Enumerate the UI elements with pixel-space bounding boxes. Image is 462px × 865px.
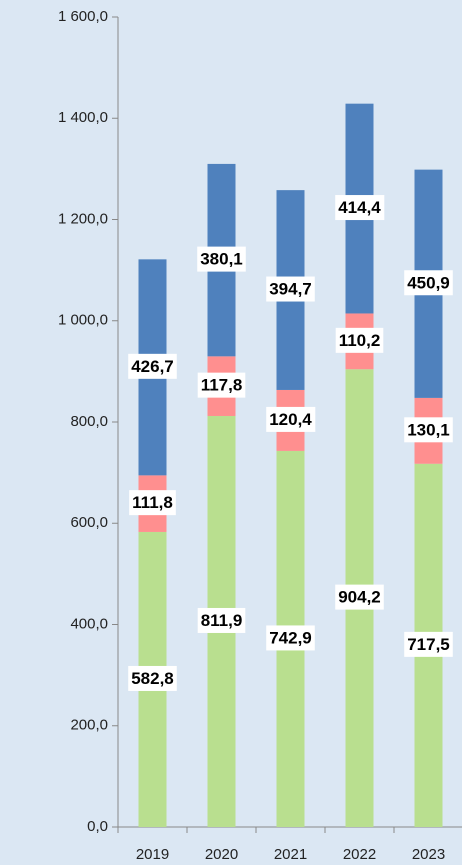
data-label: 394,7 (269, 280, 312, 299)
data-label-bg (404, 270, 453, 296)
data-label-bg (335, 195, 385, 221)
x-tick-label: 2020 (205, 846, 238, 863)
y-tick-label: 0,0 (87, 818, 108, 835)
y-tick-label: 1 200,0 (58, 210, 108, 227)
data-label-bg (335, 584, 384, 610)
data-label-bg (335, 327, 384, 353)
data-label: 904,2 (338, 588, 381, 607)
data-label: 110,2 (339, 331, 381, 350)
data-label-bg (266, 276, 315, 302)
data-label: 130,1 (407, 420, 450, 439)
y-tick-label: 1 600,0 (58, 8, 108, 25)
data-label: 414,4 (338, 198, 381, 217)
data-label-bg (266, 625, 315, 651)
y-tick-label: 200,0 (70, 717, 108, 734)
y-tick-label: 800,0 (70, 413, 108, 430)
data-label: 120,4 (269, 410, 312, 429)
data-label-bg (129, 490, 176, 516)
data-label: 811,9 (201, 611, 243, 630)
y-tick-label: 600,0 (70, 514, 108, 531)
data-label-bg (128, 665, 177, 691)
data-label: 717,5 (407, 635, 450, 654)
data-label: 450,9 (407, 273, 450, 292)
data-label-bg (197, 372, 246, 398)
data-label-bg (404, 417, 453, 443)
x-tick-label: 2021 (274, 846, 307, 863)
data-label-bg (197, 607, 246, 633)
data-label-bg (128, 353, 177, 379)
x-tick-label: 2022 (343, 846, 376, 863)
data-label-bg (266, 406, 316, 432)
data-label: 426,7 (131, 357, 174, 376)
data-label-bg (197, 246, 246, 272)
y-tick-label: 1 400,0 (58, 109, 108, 126)
data-label: 111,8 (132, 493, 173, 512)
data-label: 117,8 (201, 376, 243, 395)
data-label-bg (404, 631, 453, 657)
data-label: 380,1 (200, 250, 243, 269)
x-tick-label: 2023 (412, 846, 445, 863)
data-label: 582,8 (131, 669, 174, 688)
data-label: 742,9 (269, 628, 312, 647)
y-tick-label: 400,0 (70, 615, 108, 632)
x-tick-label: 2019 (136, 846, 169, 863)
y-tick-label: 1 000,0 (58, 312, 108, 329)
